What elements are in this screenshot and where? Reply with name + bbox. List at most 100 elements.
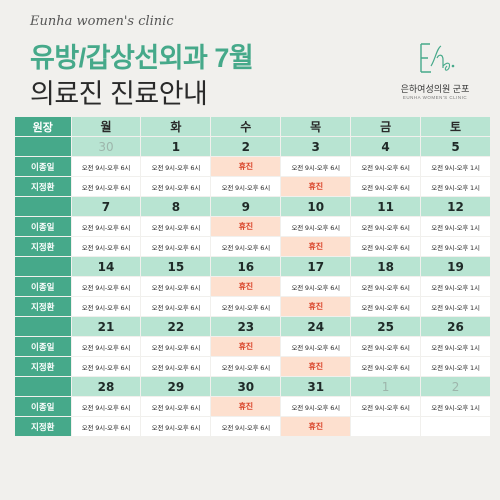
schedule-cell: 오전 9시-오후 6시 xyxy=(141,357,211,376)
schedule-cell xyxy=(421,417,490,436)
date-cell-thu: 31 xyxy=(281,377,351,396)
weekday-mon: 월 xyxy=(71,117,141,136)
date-cell-mon: 21 xyxy=(71,317,141,336)
schedule-cell: 오전 9시-오후 6시 xyxy=(141,297,211,316)
schedule-cell: 오전 9시-오후 6시 xyxy=(71,297,141,316)
doctor-row: 지정환 오전 9시-오후 6시 오전 9시-오후 6시 오전 9시-오후 6시 휴진 오전… xyxy=(15,237,490,256)
date-row-spacer xyxy=(15,317,71,336)
page-subtitle: 의료진 진료안내 xyxy=(30,79,208,109)
schedule-cell: 오전 9시-오후 1시 xyxy=(421,217,490,236)
doctor-row: 지정환 오전 9시-오후 6시 오전 9시-오후 6시 오전 9시-오후 6시 휴진 xyxy=(15,417,490,436)
schedule-cell: 오전 9시-오후 6시 xyxy=(71,277,141,296)
schedule-cell xyxy=(351,417,421,436)
schedule-cell: 오전 9시-오후 6시 xyxy=(71,417,141,436)
schedule-cell: 오전 9시-오후 1시 xyxy=(421,397,490,416)
date-cell-mon: 7 xyxy=(71,197,141,216)
doctor-name: 이종일 xyxy=(15,337,71,356)
schedule-cell: 오전 9시-오후 6시 xyxy=(141,397,211,416)
schedule-cell: 오전 9시-오후 6시 xyxy=(141,277,211,296)
date-cell-wed: 16 xyxy=(211,257,281,276)
schedule-cell: 오전 9시-오후 6시 xyxy=(71,397,141,416)
schedule-cell: 오전 9시-오후 6시 xyxy=(211,417,281,436)
schedule-cell: 오전 9시-오후 6시 xyxy=(211,237,281,256)
date-cell-tue: 8 xyxy=(141,197,211,216)
doctor-row: 지정환 오전 9시-오후 6시 오전 9시-오후 6시 오전 9시-오후 6시 휴진 오전… xyxy=(15,177,490,196)
schedule-cell: 오전 9시-오후 6시 xyxy=(351,237,421,256)
weekday-header-row: 원장 월 화 수 목 금 토 xyxy=(15,117,490,136)
doctor-row: 이종일 오전 9시-오후 6시 오전 9시-오후 6시 휴진 오전 9시-오후 6시 오전… xyxy=(15,217,490,236)
page-title: 유방/갑상선외과 7월 xyxy=(30,43,254,73)
schedule-cell: 오전 9시-오후 1시 xyxy=(421,337,490,356)
date-cell-tue: 29 xyxy=(141,377,211,396)
schedule-cell: 오전 9시-오후 6시 xyxy=(351,357,421,376)
doctor-row: 이종일 오전 9시-오후 6시 오전 9시-오후 6시 휴진 오전 9시-오후 6시 오전… xyxy=(15,157,490,176)
date-cell-sat: 12 xyxy=(421,197,490,216)
closed-cell: 휴진 xyxy=(211,217,281,236)
date-cell-mon: 30 xyxy=(71,137,141,156)
date-row-spacer xyxy=(15,197,71,216)
schedule-cell: 오전 9시-오후 6시 xyxy=(351,157,421,176)
date-cell-thu: 3 xyxy=(281,137,351,156)
doctor-name: 지정환 xyxy=(15,417,71,436)
schedule-cell: 오전 9시-오후 6시 xyxy=(351,217,421,236)
schedule-cell: 오전 9시-오후 6시 xyxy=(141,417,211,436)
schedule-cell: 오전 9시-오후 6시 xyxy=(141,177,211,196)
date-row: 28 29 30 31 1 2 xyxy=(15,377,490,396)
closed-cell: 휴진 xyxy=(281,297,351,316)
schedule-cell: 오전 9시-오후 1시 xyxy=(421,297,490,316)
date-cell-sat: 26 xyxy=(421,317,490,336)
weekday-wed: 수 xyxy=(211,117,281,136)
date-row-spacer xyxy=(15,377,71,396)
schedule-cell: 오전 9시-오후 6시 xyxy=(281,157,351,176)
closed-cell: 휴진 xyxy=(281,177,351,196)
schedule-cell: 오전 9시-오후 6시 xyxy=(281,277,351,296)
schedule-cell: 오전 9시-오후 1시 xyxy=(421,277,490,296)
closed-cell: 휴진 xyxy=(281,357,351,376)
schedule-cell: 오전 9시-오후 6시 xyxy=(281,397,351,416)
schedule-cell: 오전 9시-오후 1시 xyxy=(421,237,490,256)
date-cell-sat: 19 xyxy=(421,257,490,276)
schedule-cell: 오전 9시-오후 6시 xyxy=(71,237,141,256)
weekday-fri: 금 xyxy=(351,117,421,136)
schedule-cell: 오전 9시-오후 6시 xyxy=(71,217,141,236)
doctor-name: 이종일 xyxy=(15,397,71,416)
eunha-logo-icon xyxy=(420,43,455,73)
schedule-cell: 오전 9시-오후 6시 xyxy=(211,357,281,376)
schedule-cell: 오전 9시-오후 6시 xyxy=(71,337,141,356)
date-row: 30 1 2 3 4 5 xyxy=(15,137,490,156)
schedule-cell: 오전 9시-오후 6시 xyxy=(141,217,211,236)
schedule-cell: 오전 9시-오후 6시 xyxy=(141,237,211,256)
date-cell-sat: 2 xyxy=(421,377,490,396)
date-cell-mon: 14 xyxy=(71,257,141,276)
doctor-row: 지정환 오전 9시-오후 6시 오전 9시-오후 6시 오전 9시-오후 6시 휴진 오전… xyxy=(15,297,490,316)
date-cell-fri: 11 xyxy=(351,197,421,216)
date-cell-fri: 18 xyxy=(351,257,421,276)
date-cell-wed: 30 xyxy=(211,377,281,396)
doctor-name: 지정환 xyxy=(15,237,71,256)
schedule-cell: 오전 9시-오후 6시 xyxy=(351,297,421,316)
closed-cell: 휴진 xyxy=(211,277,281,296)
schedule-cell: 오전 9시-오후 1시 xyxy=(421,357,490,376)
schedule-cell: 오전 9시-오후 6시 xyxy=(351,277,421,296)
schedule-table: 원장 월 화 수 목 금 토 30 1 2 3 4 5 이종일 오전 9시-오후 6시 오전 9… xyxy=(15,117,490,437)
date-cell-thu: 10 xyxy=(281,197,351,216)
date-cell-wed: 2 xyxy=(211,137,281,156)
date-row: 21 22 23 24 25 26 xyxy=(15,317,490,336)
date-row: 7 8 9 10 11 12 xyxy=(15,197,490,216)
date-row-spacer xyxy=(15,137,71,156)
doctor-row: 이종일 오전 9시-오후 6시 오전 9시-오후 6시 휴진 오전 9시-오후 6시 오전… xyxy=(15,337,490,356)
weekday-sat: 토 xyxy=(421,117,490,136)
date-cell-fri: 25 xyxy=(351,317,421,336)
clinic-script-title: Eunha women's clinic xyxy=(30,14,174,29)
clinic-logo: 은하여성의원 군포 EUNHA WOMEN'S CLINIC xyxy=(395,38,475,108)
weekday-thu: 목 xyxy=(281,117,351,136)
logo-subtitle: EUNHA WOMEN'S CLINIC xyxy=(402,95,468,100)
schedule-cell: 오전 9시-오후 6시 xyxy=(71,157,141,176)
header: Eunha women's clinic 유방/갑상선외과 7월 의료진 진료안… xyxy=(0,0,500,115)
date-cell-tue: 22 xyxy=(141,317,211,336)
schedule-cell: 오전 9시-오후 6시 xyxy=(141,157,211,176)
closed-cell: 휴진 xyxy=(211,397,281,416)
date-cell-tue: 15 xyxy=(141,257,211,276)
schedule-cell: 오전 9시-오후 6시 xyxy=(351,397,421,416)
schedule-cell: 오전 9시-오후 6시 xyxy=(141,337,211,356)
